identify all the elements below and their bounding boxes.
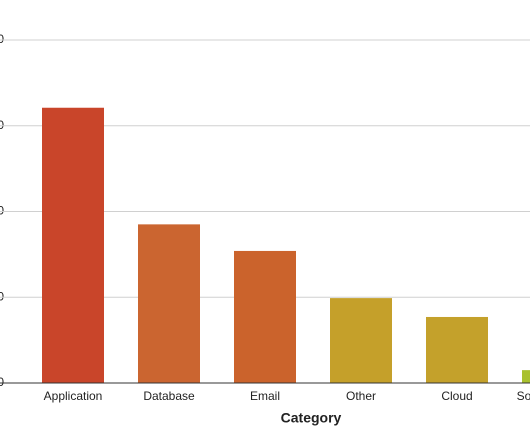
y-tick-label: 0 xyxy=(0,375,4,389)
bar xyxy=(522,370,530,383)
x-tick-label: Application xyxy=(44,389,103,403)
x-tick-label: Database xyxy=(143,389,195,403)
bar xyxy=(42,107,104,384)
y-tick-label: 20 xyxy=(0,204,4,218)
bar xyxy=(138,224,200,383)
bar xyxy=(234,250,296,383)
x-tick-label: Cloud xyxy=(441,389,472,403)
x-tick-label: Other xyxy=(346,389,376,403)
y-tick-label: 30 xyxy=(0,118,4,132)
bar xyxy=(330,298,392,383)
x-tick-label: So xyxy=(517,389,530,403)
y-tick-label: 40 xyxy=(0,32,4,46)
x-axis-title: Category xyxy=(281,410,342,426)
bar xyxy=(426,316,488,383)
y-tick-label: 10 xyxy=(0,289,4,303)
x-tick-label: Email xyxy=(250,389,280,403)
